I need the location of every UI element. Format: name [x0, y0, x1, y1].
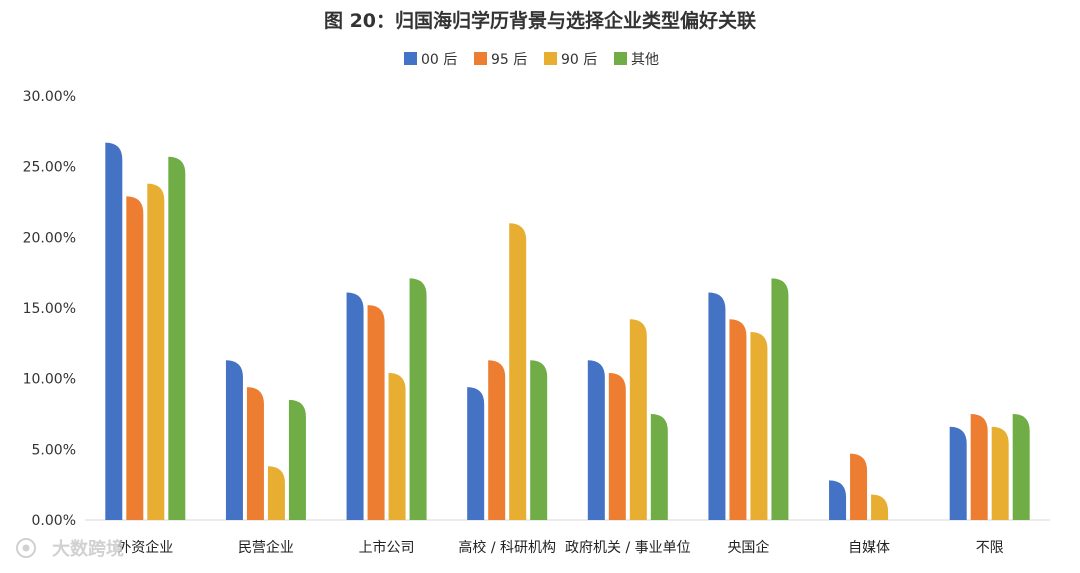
x-category-label: 政府机关 / 事业单位: [565, 540, 691, 556]
bar-2-8: [970, 414, 988, 520]
bar-2-1: [126, 196, 144, 520]
y-tick-label: 5.00%: [32, 442, 76, 458]
bar-3-8: [991, 426, 1009, 520]
x-axis: 外资企业 民营企业 上市公司 高校 / 科研机构 政府机关 / 事业单位 央国企 自媒体 不限: [117, 539, 1003, 556]
y-tick-label: 0.00%: [32, 513, 76, 529]
watermark-text: 大数跨境: [52, 538, 124, 560]
bar-1-4: [467, 387, 485, 520]
watermark: 大数跨境: [16, 538, 124, 560]
y-tick-label: 15.00%: [23, 301, 76, 317]
x-category-label: 高校 / 科研机构: [458, 539, 556, 556]
bar-2-3: [367, 305, 385, 520]
bars: [105, 142, 1030, 521]
bar-4-3: [409, 278, 427, 520]
legend: 00 后 95 后 90 后 其他: [404, 52, 659, 68]
bar-1-2: [225, 360, 243, 520]
bar-1-6: [708, 292, 726, 520]
bar-3-1: [147, 183, 165, 521]
x-category-label: 上市公司: [359, 539, 415, 556]
legend-label: 95 后: [491, 52, 527, 68]
bar-4-1: [168, 156, 186, 521]
x-category-label: 外资企业: [117, 539, 173, 556]
legend-label: 其他: [631, 52, 659, 68]
bar-2-5: [608, 373, 626, 520]
sun-logo-icon: [16, 538, 36, 558]
y-tick-label: 25.00%: [23, 160, 76, 176]
bar-4-4: [530, 360, 548, 520]
bar-3-7: [871, 494, 889, 520]
bar-2-2: [246, 387, 264, 520]
y-tick-label: 20.00%: [23, 230, 76, 246]
y-tick-label: 30.00%: [23, 89, 76, 105]
bar-4-6: [771, 278, 789, 520]
bar-2-6: [729, 319, 747, 520]
bar-2-4: [488, 360, 506, 520]
legend-swatch: [614, 52, 627, 65]
bar-4-2: [288, 399, 306, 520]
bar-1-5: [587, 360, 605, 520]
y-axis: 0.00% 5.00% 10.00% 15.00% 20.00% 25.00% 30.00%: [23, 89, 76, 529]
bar-1-3: [346, 292, 364, 520]
bar-1-7: [829, 480, 847, 520]
bar-2-7: [850, 453, 868, 520]
bar-4-5: [650, 414, 668, 520]
x-category-label: 央国企: [727, 539, 769, 556]
legend-label: 90 后: [561, 52, 597, 68]
bar-3-4: [509, 223, 527, 520]
legend-swatch: [404, 52, 417, 65]
x-category-label: 不限: [976, 540, 1004, 556]
bar-3-3: [388, 373, 406, 520]
legend-swatch: [474, 52, 487, 65]
legend-swatch: [544, 52, 557, 65]
bar-3-6: [750, 332, 768, 520]
x-category-label: 自媒体: [848, 540, 890, 556]
bar-3-2: [267, 466, 285, 520]
chart-title: 图 20：归国海归学历背景与选择企业类型偏好关联: [324, 9, 756, 32]
legend-label: 00 后: [421, 52, 457, 68]
bar-1-8: [949, 426, 967, 520]
x-category-label: 民营企业: [238, 539, 294, 556]
y-tick-label: 10.00%: [23, 372, 76, 388]
bar-3-5: [629, 319, 647, 520]
bar-1-1: [105, 142, 123, 520]
bar-4-8: [1012, 414, 1030, 520]
